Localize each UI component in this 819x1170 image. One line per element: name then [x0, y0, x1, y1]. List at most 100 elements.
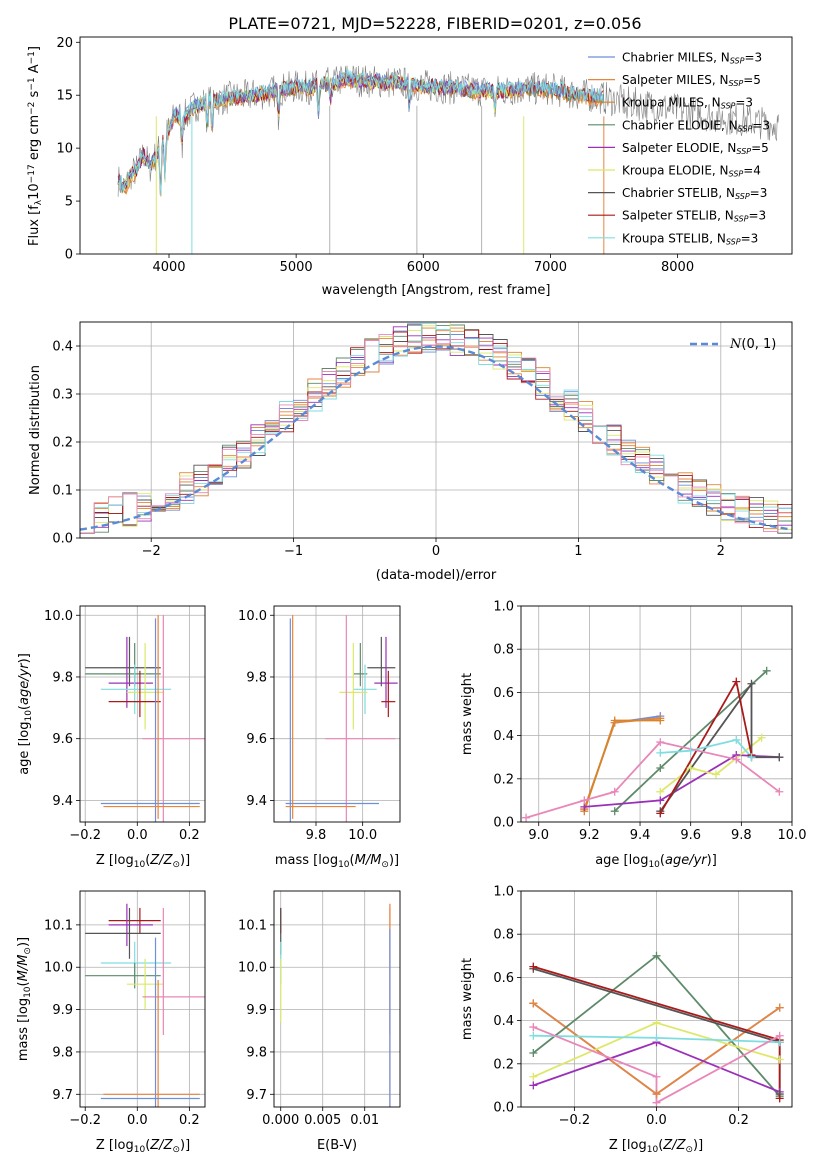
spectrum-model-line — [117, 73, 604, 196]
mass-vs-Z-ytick-label: 9.8 — [52, 1045, 73, 1060]
age-vs-Z-ytick-label: 10.0 — [44, 609, 73, 624]
residuals-ytick-label: 0.0 — [52, 532, 73, 547]
normal-curve — [80, 345, 792, 531]
age-vs-Z-plot-area — [85, 615, 205, 822]
mass-weight-vs-age-xtick-label: 10.0 — [778, 828, 807, 843]
spectrum-xtick-label: 4000 — [152, 260, 185, 275]
mass-weight-vs-age-marker — [656, 796, 665, 805]
residuals-frame — [79, 321, 793, 539]
mass-weight-vs-age-marker — [732, 677, 741, 686]
mass-weight-vs-Z-ytick-label: 0.4 — [493, 1014, 514, 1029]
mass-weight-vs-Z-marker — [529, 1072, 538, 1081]
mass-vs-Z-xtick-label: −0.2 — [69, 1113, 101, 1128]
mass-vs-Z-plot-area — [85, 903, 205, 1107]
mass-vs-EBV-xtick-label: 0.01 — [350, 1113, 379, 1128]
mass-weight-vs-age-marker — [686, 746, 695, 755]
legend-label: Chabrier STELIB, NSSP=3 — [622, 186, 767, 201]
legend-label: Chabrier ELODIE, NSSP=3 — [622, 118, 770, 133]
mass-vs-Z-ylabel: mass [log10(M/M⊙)] — [16, 937, 33, 1061]
mass-vs-Z-frame — [79, 890, 206, 1108]
mass-weight-vs-Z-marker — [775, 1094, 784, 1103]
age-vs-mass-plot-area — [285, 615, 398, 822]
residuals-xtick-label: 1 — [574, 544, 582, 559]
residuals-xtick-label: −1 — [284, 544, 303, 559]
mass-weight-vs-age-marker — [732, 755, 741, 764]
mass-vs-Z-axes: −0.2 0.0 0.2 9.7 9.8 9.9 10.0 10.1 Z [log10(Z/Z⊙… — [16, 890, 206, 1155]
age-vs-mass-xlabel: mass [log10(M/M⊙)] — [275, 853, 399, 870]
mass-weight-vs-age-marker — [775, 787, 784, 796]
mass-weight-vs-age-marker — [656, 809, 665, 818]
mass-vs-Z-xtick-label: 0.0 — [127, 1113, 148, 1128]
spectrum-model-line — [117, 72, 604, 194]
mass-weight-vs-age-marker — [656, 716, 665, 725]
mass-weight-vs-age-ytick-label: 0.0 — [493, 816, 514, 831]
residuals-xtick-label: 0 — [432, 544, 440, 559]
residuals-ytick-label: 0.3 — [52, 388, 73, 403]
age-vs-Z-frame — [79, 605, 206, 823]
mass-weight-vs-age-ytick-label: 0.4 — [493, 729, 514, 744]
mass-vs-EBV-ytick-label: 9.9 — [246, 1003, 267, 1018]
mass-vs-EBV-axes: 0.000 0.005 0.01 9.7 9.8 9.9 10.0 10.1 E(B-V) — [238, 890, 401, 1153]
mass-weight-vs-age-marker — [747, 753, 756, 762]
mass-weight-vs-age-series-line — [659, 737, 763, 793]
age-vs-mass-xtick-label: 9.8 — [306, 828, 327, 843]
mass-weight-vs-age-ytick-label: 0.2 — [493, 772, 514, 787]
mass-weight-vs-Z-marker — [652, 951, 661, 960]
age-vs-mass-ytick-label: 9.8 — [246, 670, 267, 685]
mass-weight-vs-Z-xtick-label: 0.0 — [646, 1113, 667, 1128]
age-vs-Z-axes: −0.2 0.0 0.2 9.4 9.6 9.8 10.0 Z [log10(Z/Z⊙)] ag… — [17, 605, 206, 870]
mass-weight-vs-Z-ytick-label: 0.0 — [493, 1101, 514, 1116]
spectrum-axes: 4000 5000 6000 7000 8000 0 5 10 15 20 wavelength [… — [27, 36, 793, 298]
age-vs-mass-xtick-label: 10.0 — [348, 828, 377, 843]
mass-weight-vs-Z-marker — [529, 1049, 538, 1057]
mass-weight-vs-age-marker — [775, 753, 784, 762]
legend-label: Chabrier MILES, NSSP=3 — [622, 51, 762, 66]
spectrum-xtick-label: 6000 — [407, 260, 440, 275]
mass-vs-EBV-ytick-label: 9.7 — [246, 1088, 267, 1103]
mass-weight-vs-age-ytick-label: 0.8 — [493, 643, 514, 658]
mass-weight-vs-age-marker — [656, 738, 665, 747]
spectrum-xtick-label: 5000 — [280, 260, 313, 275]
age-vs-Z-ylabel: age [log10(age/yr)] — [17, 653, 34, 775]
mass-weight-vs-age-marker — [610, 716, 619, 725]
legend-label: Kroupa STELIB, NSSP=3 — [622, 231, 758, 246]
mass-vs-EBV-ytick-label: 10.1 — [238, 918, 267, 933]
legend-label: Kroupa MILES, NSSP=3 — [622, 96, 753, 111]
mass-weight-vs-age-marker — [757, 733, 766, 742]
residuals-axes: −2 −1 0 1 2 0.0 0.1 0.2 0.3 0.4 (data-model)/error… — [28, 321, 793, 583]
mass-vs-EBV-frame — [273, 890, 401, 1108]
residuals-plot-area — [80, 322, 792, 534]
mass-vs-EBV-xlabel: E(B-V) — [317, 1138, 357, 1153]
mass-weight-vs-Z-marker — [529, 1031, 538, 1040]
residuals-ylabel: Normed distribution — [28, 365, 43, 495]
mass-weight-vs-age-series-line — [660, 738, 753, 758]
mass-weight-vs-Z-marker — [775, 1003, 784, 1012]
mass-weight-vs-Z-xtick-label: −0.2 — [559, 1113, 591, 1128]
residuals-xlabel: (data-model)/error — [376, 568, 497, 583]
mass-weight-vs-age-series-line — [583, 717, 661, 810]
mass-weight-vs-Z-marker — [652, 1072, 661, 1081]
age-vs-Z-ytick-label: 9.4 — [52, 794, 73, 809]
mass-vs-EBV-xtick-label: 0.000 — [262, 1113, 299, 1128]
mass-vs-EBV-ytick-label: 10.0 — [238, 961, 267, 976]
mass-weight-vs-age-xtick-label: 9.6 — [680, 828, 701, 843]
legend-label: Salpeter STELIB, NSSP=3 — [622, 209, 766, 224]
mass-weight-vs-age-marker — [712, 770, 721, 779]
mass-weight-vs-age-xtick-label: 9.8 — [731, 828, 752, 843]
spectrum-xlabel: wavelength [Angstrom, rest frame] — [322, 283, 551, 298]
mass-weight-vs-age-marker — [522, 813, 531, 822]
mass-weight-vs-Z-ytick-label: 0.8 — [493, 928, 514, 943]
mass-weight-vs-age-marker — [747, 679, 756, 688]
mass-weight-vs-Z-ytick-label: 0.6 — [493, 971, 514, 986]
mass-weight-vs-age-xtick-label: 9.0 — [528, 828, 549, 843]
mass-weight-vs-Z-marker — [652, 1033, 661, 1042]
mass-weight-vs-Z-ylabel: mass weight — [460, 958, 475, 1040]
spectrum-xtick-label: 7000 — [534, 260, 567, 275]
mass-weight-vs-age-marker — [656, 748, 665, 757]
mass-weight-vs-age-marker — [656, 787, 665, 796]
mass-weight-vs-Z-frame — [520, 890, 793, 1108]
mass-vs-Z-ytick-label: 9.7 — [52, 1088, 73, 1103]
residual-histogram — [80, 334, 792, 534]
mass-vs-EBV-ytick-label: 9.8 — [246, 1045, 267, 1060]
mass-weight-vs-age-xtick-label: 9.2 — [579, 828, 600, 843]
